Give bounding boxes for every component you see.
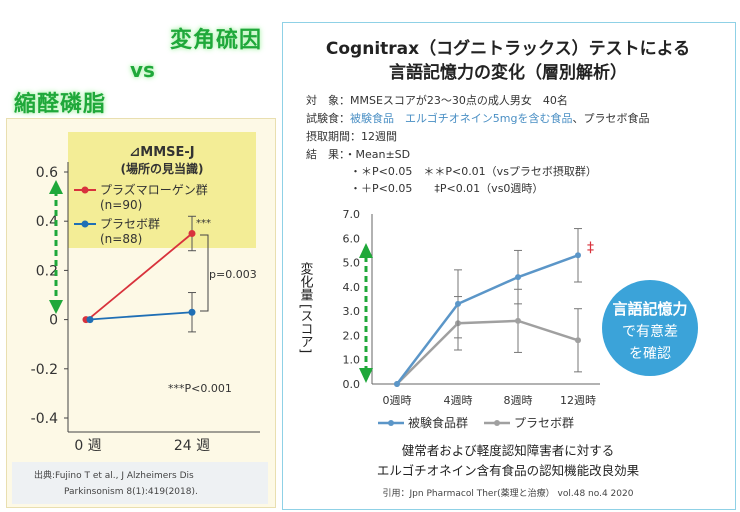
- right-series-line: [396, 254, 579, 385]
- study-food-rest: 、プラセボ食品: [572, 112, 650, 125]
- arrow-head-down-right: [359, 368, 373, 383]
- right-x-tick-label: 0週時: [383, 394, 412, 407]
- right-y-tick-label: 0.0: [343, 378, 361, 391]
- left-y-tick-label: 0.2: [36, 263, 58, 279]
- legend-b-n: (n=88): [100, 232, 142, 246]
- left-chart-subtitle: (場所の見当識): [121, 161, 204, 176]
- right-data-point: [515, 317, 521, 324]
- study-food-test: 被験食品 エルゴチオネイン5mgを含む食品: [350, 112, 573, 125]
- study-food-label: 試験食：: [306, 112, 350, 125]
- right-legend-a-label: 被験食品群: [408, 415, 468, 430]
- bubble-line-1: 言語記憶力: [612, 300, 688, 318]
- left-series-line: [87, 232, 193, 321]
- legend-b-name: プラセボ群: [100, 217, 160, 231]
- right-data-point: [575, 252, 581, 259]
- arrow-head-up-left: [49, 180, 63, 194]
- right-y-tick-label: 3.0: [343, 305, 361, 318]
- right-x-tick-label: 8週時: [504, 394, 533, 407]
- left-data-point: [188, 230, 196, 237]
- left-y-tick-label: -0.2: [31, 362, 58, 378]
- right-y-tick-label: 5.0: [343, 257, 361, 270]
- study-result-3: ・＋P<0.05 ‡P<0.01（vs0週時）: [306, 182, 544, 195]
- citation: 引用：Jpn Pharmacol Ther(薬理と治療） vol.48 no.4…: [382, 489, 634, 499]
- source-box: [12, 462, 268, 504]
- significance-bracket: [200, 234, 209, 312]
- right-y-tick-label: 7.0: [343, 208, 361, 221]
- right-data-point: [394, 381, 400, 387]
- legend-b-marker: [81, 220, 89, 228]
- left-x-tick-label: 0 週: [74, 438, 101, 454]
- source-line-2: Parkinsonism 8(1):419(2018).: [64, 487, 198, 497]
- right-chart-panel: [282, 22, 736, 510]
- right-y-unit: [スコア]: [298, 304, 313, 353]
- caption-line-2: エルゴチオネイン含有食品の認知機能改良効果: [376, 463, 640, 478]
- study-target: 対 象：MMSEスコアが23〜30点の成人男女 40名: [306, 94, 568, 107]
- legend-a-n: (n=90): [100, 198, 142, 212]
- left-data-point: [188, 308, 196, 316]
- caption-line-1: 健常者および軽度認知障害者に対する: [401, 443, 615, 458]
- right-x-tick-label: 4週時: [444, 394, 473, 407]
- legend-a-name: プラズマローゲン群: [100, 182, 208, 197]
- study-period: 摂取期間：12週間: [306, 130, 397, 143]
- right-legend-a-marker: [388, 420, 394, 426]
- left-x-tick-label: 24 週: [174, 438, 210, 454]
- right-legend-b-marker: [494, 420, 500, 426]
- right-y-tick-label: 1.0: [343, 354, 361, 367]
- left-y-tick-label: 0.4: [36, 214, 58, 230]
- bubble-line-2: で有意差: [622, 324, 678, 340]
- title-top: 変角硫因: [170, 28, 263, 53]
- left-chart-title: ⊿MMSE-J: [129, 145, 194, 160]
- vs-label: vs: [130, 58, 155, 82]
- right-legend-b-label: プラセボ群: [514, 416, 574, 430]
- left-data-point: [86, 316, 94, 324]
- left-series-line: [87, 311, 193, 321]
- right-y-tick-label: 2.0: [343, 329, 361, 342]
- bubble-line-3: を確認: [629, 346, 671, 362]
- arrow-head-up-right: [359, 243, 373, 258]
- right-title-line-2: 言語記憶力の変化（層別解析）: [389, 63, 627, 83]
- left-y-tick-label: 0: [49, 313, 58, 329]
- right-data-point: [515, 274, 521, 281]
- footnote: ***P<0.001: [168, 382, 232, 395]
- right-data-point: [575, 337, 581, 344]
- significance-marker: ***: [196, 218, 211, 229]
- study-food: 試験食：被験食品 エルゴチオネイン5mgを含む食品、プラセボ食品: [306, 110, 649, 126]
- right-y-tick-label: 6.0: [343, 232, 361, 245]
- arrow-head-down-left: [49, 300, 63, 314]
- right-y-tick-label: 4.0: [343, 281, 361, 294]
- study-result-2: ・＊P<0.05 ＊＊P<0.01（vsプラセボ摂取群）: [306, 165, 597, 178]
- left-y-tick-label: 0.6: [36, 165, 58, 181]
- legend-a-marker: [81, 186, 89, 194]
- highlight-bubble: 言語記憶力 で有意差 を確認: [602, 280, 698, 376]
- right-series-line: [396, 319, 579, 385]
- p-value-label: p=0.003: [209, 268, 257, 281]
- right-data-point: [455, 300, 461, 307]
- right-y-label: 変化量: [298, 261, 314, 301]
- left-y-tick-label: -0.4: [31, 411, 58, 427]
- title-bottom: 縮醛磷脂: [14, 92, 107, 117]
- source-line-1: 出典:Fujino T et al., J Alzheimers Dis: [34, 469, 194, 481]
- right-x-tick-label: 12週時: [560, 394, 596, 407]
- right-title-line-1: Cognitrax（コグニトラックス）テストによる: [325, 39, 691, 59]
- study-result-1: 結 果：・Mean±SD: [306, 148, 411, 161]
- dagger-marker: ‡: [587, 240, 594, 256]
- legend-box: [68, 132, 256, 248]
